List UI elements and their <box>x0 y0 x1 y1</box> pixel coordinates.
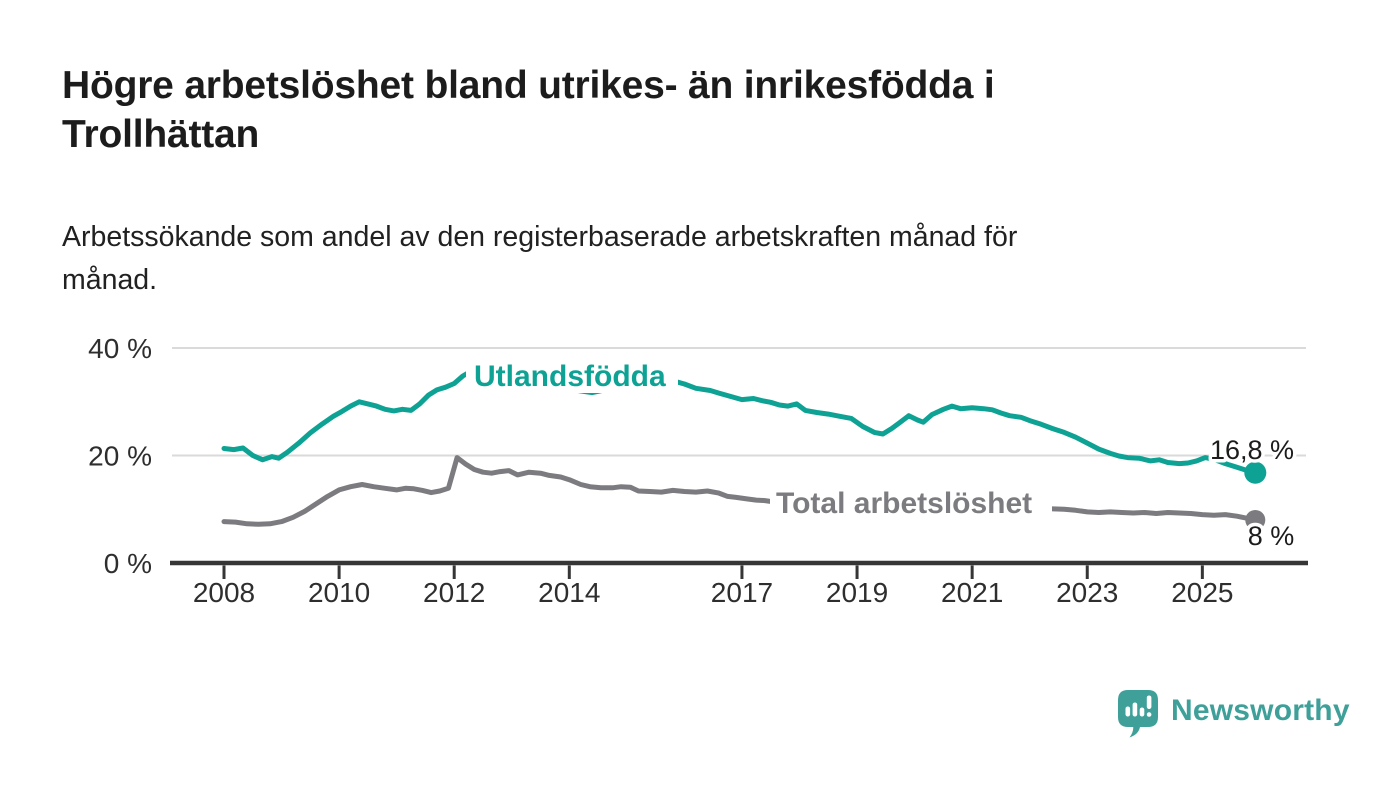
x-tick-label: 2010 <box>308 577 370 608</box>
y-tick-label: 40 % <box>88 333 152 364</box>
title-line-1: Högre arbetslöshet bland utrikes- än inr… <box>62 64 995 107</box>
end-value-label-utlandsfodda: 16,8 % <box>1210 435 1294 465</box>
x-tick-label: 2023 <box>1056 577 1118 608</box>
end-point-dots <box>1244 461 1267 530</box>
series-line-total-arbetsloshet <box>221 455 1258 527</box>
gridlines: 40 % 20 % 0 % <box>88 333 1306 579</box>
utlandsfodda-label-background <box>466 355 678 393</box>
page-title: Högre arbetslöshet bland utrikes- än inr… <box>62 61 1222 159</box>
x-tick-label: 2014 <box>538 577 600 608</box>
x-tick-label: 2019 <box>826 577 888 608</box>
total-label-background <box>770 484 1052 517</box>
y-tick-label: 20 % <box>88 441 152 472</box>
end-dot-total-arbetsloshet <box>1245 510 1266 530</box>
series-label-total-arbetsloshet: Total arbetslöshet <box>776 487 1032 520</box>
x-tick-label: 2025 <box>1171 577 1233 608</box>
newsworthy-speech-bubble-chart-icon <box>1118 690 1158 738</box>
x-tick-label: 2021 <box>941 577 1003 608</box>
series-line-utlandsfodda <box>221 367 1258 476</box>
brand-name: Newsworthy <box>1171 694 1350 727</box>
title-line-2: Trollhättan <box>62 113 260 156</box>
x-axis: 2008 2010 2012 2014 2017 2019 2021 2023 2025 <box>170 560 1308 608</box>
data-series <box>221 367 1258 527</box>
subtitle-line-2: månad. <box>62 264 158 296</box>
newsworthy-brand: Newsworthy <box>1112 684 1350 738</box>
y-tick-label: 0 % <box>104 548 152 579</box>
series-label-utlandsfodda: Utlandsfödda <box>474 360 666 393</box>
end-value-label-total: 8 % <box>1248 521 1295 551</box>
x-tick-label: 2017 <box>711 577 773 608</box>
chart-subtitle: Arbetssökande som andel av den registerb… <box>62 216 1232 302</box>
chart-labels: Utlandsfödda Total arbetslöshet 16,8 % 8… <box>466 355 1298 555</box>
x-tick-label: 2012 <box>423 577 485 608</box>
end-dot-utlandsfodda <box>1244 461 1267 484</box>
x-tick-label: 2008 <box>193 577 255 608</box>
subtitle-line-1: Arbetssökande som andel av den registerb… <box>62 221 1018 253</box>
